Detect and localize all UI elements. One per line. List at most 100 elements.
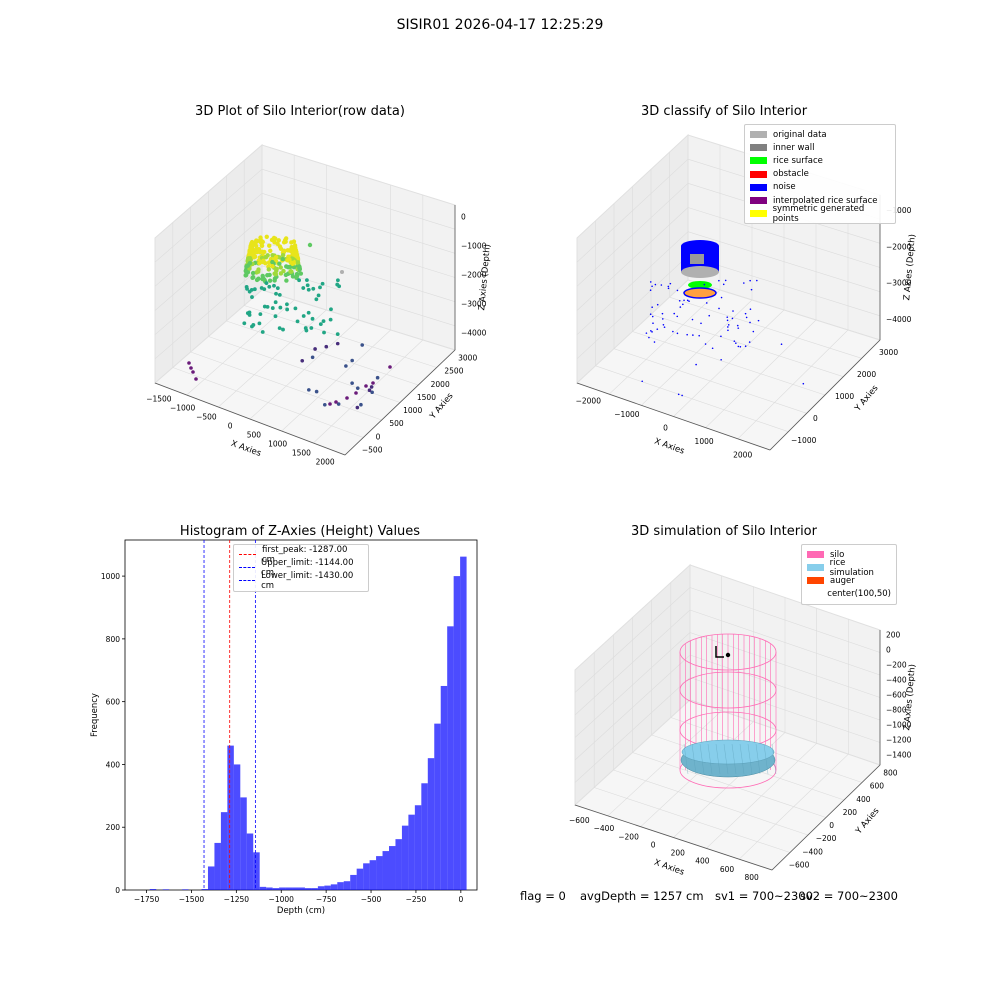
raw-y-tick-label: 1500	[417, 393, 436, 402]
classify-noise-point	[737, 327, 740, 329]
raw-point	[309, 326, 314, 330]
raw-point	[187, 361, 191, 365]
raw-y-tick-label: 0	[376, 432, 381, 441]
raw-point	[340, 270, 344, 274]
raw-point	[270, 306, 275, 310]
simulation-3d-plot: −600−400−2000200400600800−600−400−200020…	[569, 563, 918, 882]
raw-point	[252, 254, 258, 259]
raw-point	[314, 297, 319, 302]
histogram-bar	[240, 797, 247, 890]
classify-legend-swatch	[750, 131, 767, 139]
raw-point	[247, 313, 252, 317]
histogram-legend-swatch	[239, 580, 256, 582]
classify-noise-point	[661, 312, 664, 315]
classify-noise-point	[649, 281, 652, 283]
classify-noise-point	[678, 299, 681, 302]
sim-legend-swatch	[807, 590, 822, 598]
raw-x-tick-label: 2000	[316, 458, 335, 467]
raw-point	[273, 300, 278, 305]
classify-noise-point	[676, 315, 679, 318]
raw-point	[267, 272, 272, 278]
classify-noise-point	[667, 287, 670, 290]
raw-point	[335, 332, 340, 337]
classify-noise-point	[720, 335, 722, 338]
classify-noise-point	[718, 279, 720, 282]
raw-point	[278, 305, 283, 310]
sim-grid	[689, 587, 881, 653]
raw-point	[274, 291, 278, 296]
histogram-bar	[363, 863, 370, 890]
raw-point	[307, 242, 313, 248]
raw-point	[244, 269, 249, 275]
histogram-y-tick-label: 400	[106, 760, 121, 769]
flag-status: flag = 0	[520, 889, 566, 903]
classify-noise-point	[688, 300, 690, 302]
raw-point	[272, 240, 277, 245]
raw-y-tick-label: 2500	[444, 367, 463, 376]
histogram-legend-label: Upper_limit: -1144.00 cm	[261, 557, 354, 578]
classify-x-axis-label: X Axies	[653, 437, 686, 457]
raw-point	[194, 377, 198, 381]
raw-point	[328, 317, 333, 322]
classify-noise-point	[651, 285, 653, 288]
raw-point	[367, 388, 372, 393]
histogram-x-tick-label: −1250	[224, 895, 250, 904]
histogram-bar	[266, 887, 273, 890]
histogram-bar	[304, 888, 312, 890]
histogram-legend-item: first_peak: -1287.00 cm	[239, 545, 363, 565]
histogram-y-tick-label: 600	[106, 698, 121, 707]
sim-x-axis-line	[574, 804, 773, 871]
sim-rice-mesh	[739, 743, 745, 775]
raw-y-tick-label: 2000	[431, 380, 450, 389]
classify-y-tick-label: 1000	[835, 392, 854, 401]
raw-x-tick-label: −1500	[146, 395, 172, 404]
classify-noise-point	[727, 329, 729, 332]
classify-original-band	[681, 266, 719, 278]
sim-x-tick-label: 200	[671, 849, 686, 858]
raw-point	[270, 264, 275, 269]
histogram-bar	[324, 885, 331, 890]
sim-grid	[574, 587, 691, 693]
sim-legend-item: center(100,50)	[807, 588, 891, 601]
raw-point	[305, 283, 310, 288]
classify-noise-point	[744, 312, 747, 315]
raw-point	[266, 260, 272, 265]
raw-point	[298, 271, 304, 276]
classify-noise-point	[686, 333, 688, 336]
classify-x-tick-label: −2000	[576, 397, 602, 406]
classify-noise-point	[656, 328, 659, 330]
raw-point	[283, 237, 288, 243]
raw-point	[324, 344, 329, 349]
raw-point	[261, 258, 266, 263]
classify-legend-label: original data	[773, 129, 827, 140]
raw-point	[375, 375, 380, 380]
raw-point	[388, 365, 392, 369]
raw-point	[354, 391, 358, 395]
histogram-bar	[253, 852, 260, 890]
raw-point	[266, 267, 271, 272]
raw-point	[322, 402, 327, 407]
raw-point	[263, 254, 269, 260]
sim-center-point	[725, 652, 731, 658]
raw-y-tick-label: 3000	[458, 354, 477, 363]
classify-noise-point	[757, 319, 760, 322]
histogram-bar	[440, 685, 448, 890]
classify-noise-point	[748, 341, 751, 343]
raw-point	[329, 307, 333, 312]
raw-point	[285, 248, 290, 253]
classify-noise-point	[669, 282, 672, 285]
raw-point	[267, 278, 273, 283]
raw-point	[291, 261, 297, 266]
sim-x-tick-label: 800	[745, 873, 760, 882]
raw-point	[260, 273, 265, 279]
classify-noise-point	[724, 279, 727, 282]
histogram-bar	[356, 868, 364, 890]
raw-point	[320, 281, 325, 286]
sim-z-tick-label: −1200	[886, 736, 912, 745]
histogram-bar	[350, 874, 357, 890]
histogram-y-tick-label: 1000	[101, 572, 120, 581]
sim-y-tick-label: 200	[843, 808, 858, 817]
raw-point	[249, 287, 254, 292]
raw-point	[272, 278, 277, 283]
